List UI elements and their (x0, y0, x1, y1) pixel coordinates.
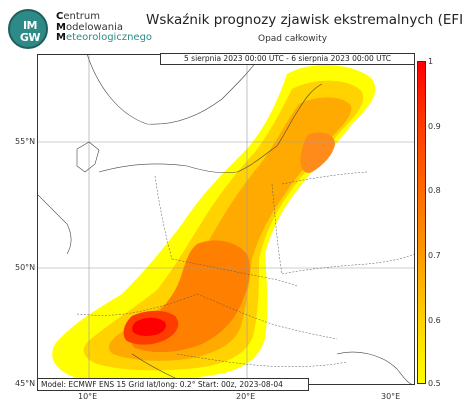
org-line3-rest: eteorologicznego (65, 32, 153, 43)
border-balkans (176, 353, 348, 368)
header: IM GW Centrum Modelowania Meteorologiczn… (0, 0, 464, 52)
border-ua-by (281, 253, 415, 275)
border-baltic-states (281, 171, 368, 185)
coast-north-sea (37, 193, 72, 255)
lon-label-30e: 30°E (381, 392, 401, 401)
map-title: Wskaźnik prognozy zjawisk ekstremalnych … (146, 12, 464, 28)
border-pl-east (271, 183, 283, 275)
border-de-pl (154, 175, 173, 260)
map-subtitle: Opad całkowity (258, 34, 328, 44)
coastlines (37, 54, 415, 385)
valid-period-box: 5 sierpnia 2023 00:00 UTC - 6 sierpnia 2… (160, 53, 415, 65)
colorbar-tick-05: 0.5 (428, 379, 441, 388)
efi-level-07 (108, 97, 352, 361)
org-line2-rest: odelowania (65, 21, 124, 33)
colorbar-fill (418, 62, 425, 383)
efi-map-canvas (37, 54, 415, 385)
coast-denmark (76, 141, 100, 173)
lat-label-55n: 55°N (15, 137, 36, 146)
org-line3-cap: M (56, 32, 66, 43)
colorbar-tick-07: 0.7 (428, 251, 441, 260)
efi-level-08b (300, 132, 335, 173)
lat-label-50n: 50°N (15, 263, 36, 272)
border-alps (76, 293, 198, 316)
colorbar-tick-09: 0.9 (428, 122, 441, 131)
efi-level-1 (132, 317, 166, 336)
colorbar-tick-06: 0.6 (428, 316, 441, 325)
model-info-box: Model: ECMWF ENS 15 Grid lat/long: 0.2° … (37, 378, 309, 391)
efi-colorbar (417, 61, 426, 384)
logo-line1: IM (22, 19, 38, 32)
lat-label-45n: 45°N (15, 379, 36, 388)
imgw-logo-text: IM GW (12, 20, 48, 44)
org-name: Centrum Modelowania Meteorologicznego (56, 11, 153, 44)
lon-label-20e: 20°E (236, 392, 256, 401)
imgw-logo: IM GW (8, 9, 48, 49)
coast-blacksea (336, 351, 415, 385)
coast-sweden (86, 54, 263, 125)
border-cz-sk (171, 258, 298, 287)
border-hu (196, 293, 338, 340)
lon-label-10e: 10°E (78, 392, 98, 401)
colorbar-tick-1: 1 (428, 57, 434, 66)
colorbar-gradient (418, 62, 425, 383)
org-line1-cap: C (56, 11, 64, 22)
logo-line2: GW (19, 31, 41, 44)
org-line1-rest: entrum (63, 11, 100, 22)
borders (76, 171, 415, 368)
coast-baltic-south (98, 145, 278, 174)
org-line2-cap: M (56, 21, 66, 33)
graticule (37, 54, 415, 385)
efi-map (37, 54, 415, 385)
colorbar-tick-08: 0.8 (428, 186, 441, 195)
coast-baltic-east (276, 83, 323, 147)
